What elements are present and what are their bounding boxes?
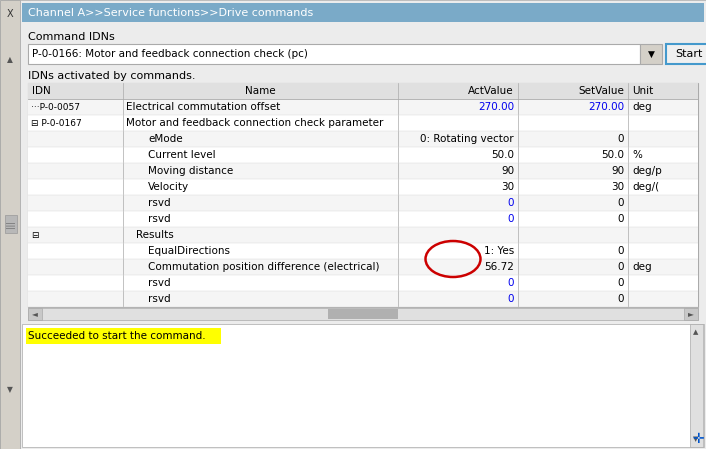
FancyBboxPatch shape [684, 308, 698, 320]
Text: ▲: ▲ [693, 329, 699, 335]
Text: rsvd: rsvd [148, 214, 171, 224]
Text: %: % [632, 150, 642, 160]
Text: Moving distance: Moving distance [148, 166, 233, 176]
Text: Velocity: Velocity [148, 182, 189, 192]
Text: ✛: ✛ [692, 432, 704, 446]
FancyBboxPatch shape [28, 227, 698, 243]
Text: 50.0: 50.0 [601, 150, 624, 160]
Text: 0: 0 [618, 134, 624, 144]
Text: ···P-0-0057: ···P-0-0057 [31, 102, 80, 111]
FancyBboxPatch shape [0, 0, 20, 449]
FancyBboxPatch shape [690, 324, 703, 447]
FancyBboxPatch shape [28, 163, 698, 179]
FancyBboxPatch shape [28, 99, 698, 115]
Text: Command IDNs: Command IDNs [28, 32, 115, 42]
FancyBboxPatch shape [666, 44, 706, 64]
Text: 30: 30 [501, 182, 514, 192]
Text: 0: 0 [508, 214, 514, 224]
Text: 90: 90 [611, 166, 624, 176]
Text: ◄: ◄ [32, 309, 38, 318]
Text: eMode: eMode [148, 134, 183, 144]
Text: 0: 0 [508, 294, 514, 304]
FancyBboxPatch shape [28, 115, 698, 131]
Text: ⊟: ⊟ [31, 230, 39, 239]
FancyBboxPatch shape [28, 308, 42, 320]
FancyBboxPatch shape [5, 215, 17, 233]
Text: Commutation position difference (electrical): Commutation position difference (electri… [148, 262, 380, 272]
Text: deg/p: deg/p [632, 166, 662, 176]
FancyBboxPatch shape [28, 211, 698, 227]
Text: deg: deg [632, 102, 652, 112]
Text: 50.0: 50.0 [491, 150, 514, 160]
Text: 56.72: 56.72 [484, 262, 514, 272]
Text: ▼: ▼ [647, 49, 654, 58]
FancyBboxPatch shape [28, 44, 640, 64]
Text: ▼: ▼ [693, 436, 699, 442]
Text: 0: 0 [618, 262, 624, 272]
Text: X: X [6, 9, 13, 19]
Text: rsvd: rsvd [148, 278, 171, 288]
Text: rsvd: rsvd [148, 294, 171, 304]
Text: ▲: ▲ [7, 56, 13, 65]
FancyBboxPatch shape [28, 195, 698, 211]
FancyBboxPatch shape [26, 328, 221, 344]
Text: SetValue: SetValue [578, 86, 624, 96]
Text: 30: 30 [611, 182, 624, 192]
Text: rsvd: rsvd [148, 198, 171, 208]
Text: Start: Start [676, 49, 702, 59]
FancyBboxPatch shape [28, 291, 698, 307]
Text: Results: Results [136, 230, 174, 240]
Text: Succeeded to start the command.: Succeeded to start the command. [28, 331, 205, 341]
Text: Channel A>>Service functions>>Drive commands: Channel A>>Service functions>>Drive comm… [28, 8, 313, 18]
FancyBboxPatch shape [28, 83, 698, 307]
Text: deg/(: deg/( [632, 182, 659, 192]
FancyBboxPatch shape [28, 259, 698, 275]
FancyBboxPatch shape [28, 83, 698, 99]
Text: Name: Name [245, 86, 276, 96]
Text: ⊟ P-0-0167: ⊟ P-0-0167 [31, 119, 82, 128]
FancyBboxPatch shape [328, 309, 398, 319]
Text: Unit: Unit [632, 86, 653, 96]
Text: |||: ||| [6, 220, 16, 228]
Text: 0: 0 [508, 278, 514, 288]
FancyBboxPatch shape [20, 0, 706, 449]
Text: deg: deg [632, 262, 652, 272]
FancyBboxPatch shape [28, 275, 698, 291]
FancyBboxPatch shape [22, 324, 704, 447]
FancyBboxPatch shape [28, 308, 698, 320]
Text: 1: Yes: 1: Yes [484, 246, 514, 256]
Text: 270.00: 270.00 [478, 102, 514, 112]
Text: 0: Rotating vector: 0: Rotating vector [420, 134, 514, 144]
FancyBboxPatch shape [28, 243, 698, 259]
FancyBboxPatch shape [640, 44, 662, 64]
FancyBboxPatch shape [28, 179, 698, 195]
Text: EqualDirections: EqualDirections [148, 246, 230, 256]
Text: Electrical commutation offset: Electrical commutation offset [126, 102, 280, 112]
Text: ▼: ▼ [7, 386, 13, 395]
Text: Current level: Current level [148, 150, 215, 160]
Text: 0: 0 [618, 246, 624, 256]
Text: 0: 0 [618, 278, 624, 288]
Text: 0: 0 [618, 294, 624, 304]
FancyBboxPatch shape [28, 147, 698, 163]
Text: P-0-0166: Motor and feedback connection check (pc): P-0-0166: Motor and feedback connection … [32, 49, 308, 59]
Text: 90: 90 [501, 166, 514, 176]
Text: Motor and feedback connection check parameter: Motor and feedback connection check para… [126, 118, 383, 128]
Text: 270.00: 270.00 [588, 102, 624, 112]
FancyBboxPatch shape [22, 3, 704, 22]
Text: 0: 0 [618, 198, 624, 208]
FancyBboxPatch shape [28, 131, 698, 147]
Text: 0: 0 [508, 198, 514, 208]
Text: IDN: IDN [32, 86, 51, 96]
Text: ActValue: ActValue [468, 86, 514, 96]
Text: 0: 0 [618, 214, 624, 224]
Text: ►: ► [688, 309, 694, 318]
Text: IDNs activated by commands.: IDNs activated by commands. [28, 71, 196, 81]
